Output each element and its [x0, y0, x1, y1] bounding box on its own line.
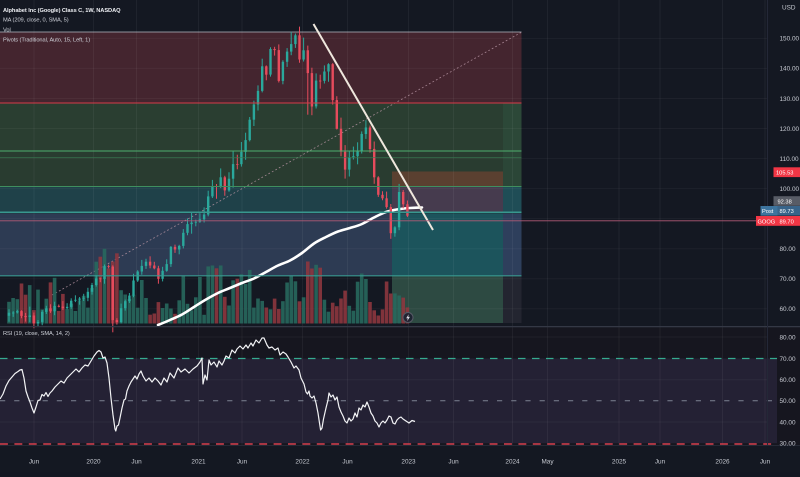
svg-text:50.00: 50.00 [780, 398, 796, 405]
svg-text:120.00: 120.00 [780, 126, 800, 133]
svg-text:2025: 2025 [612, 459, 627, 466]
svg-text:Jun: Jun [237, 459, 248, 466]
svg-text:105.53: 105.53 [776, 171, 793, 177]
svg-text:60.00: 60.00 [780, 306, 796, 313]
svg-text:Jun: Jun [448, 459, 459, 466]
svg-text:60.00: 60.00 [780, 377, 796, 384]
svg-text:150.00: 150.00 [780, 36, 800, 43]
svg-text:40.00: 40.00 [780, 419, 796, 426]
svg-text:2020: 2020 [86, 459, 101, 466]
svg-text:100.00: 100.00 [780, 186, 800, 193]
svg-text:Jun: Jun [131, 459, 142, 466]
svg-text:GOOG: GOOG [758, 219, 776, 225]
svg-text:140.00: 140.00 [780, 66, 800, 73]
svg-text:2026: 2026 [715, 459, 730, 466]
svg-text:Jun: Jun [29, 459, 40, 466]
svg-text:80.00: 80.00 [780, 246, 796, 253]
svg-text:Post: Post [762, 209, 774, 215]
svg-text:70.00: 70.00 [780, 276, 796, 283]
svg-text:89.70: 89.70 [780, 219, 794, 225]
svg-text:MA (209, close, 0, SMA, 5): MA (209, close, 0, SMA, 5) [3, 18, 69, 24]
svg-text:2023: 2023 [401, 459, 416, 466]
svg-text:2021: 2021 [191, 459, 206, 466]
svg-text:Jun: Jun [655, 459, 666, 466]
svg-text:92.38: 92.38 [778, 199, 792, 205]
svg-text:30.00: 30.00 [780, 441, 796, 448]
svg-text:RSI (19, close, SMA, 14, 2): RSI (19, close, SMA, 14, 2) [3, 331, 70, 337]
svg-text:Jun: Jun [342, 459, 353, 466]
svg-text:Pivots (Traditional, Auto, 15,: Pivots (Traditional, Auto, 15, Left, 1) [3, 37, 90, 43]
svg-text:2024: 2024 [505, 459, 520, 466]
svg-text:2022: 2022 [295, 459, 310, 466]
svg-text:Jun: Jun [760, 459, 771, 466]
svg-text:89.73: 89.73 [780, 209, 794, 215]
svg-text:May: May [541, 459, 554, 466]
svg-text:110.00: 110.00 [780, 156, 800, 163]
svg-text:Vol: Vol [3, 27, 11, 33]
svg-text:80.00: 80.00 [780, 334, 796, 341]
svg-text:USD: USD [782, 5, 796, 12]
svg-text:130.00: 130.00 [780, 96, 800, 103]
svg-text:Alphabet Inc (Google) Class C,: Alphabet Inc (Google) Class C, 1W, NASDA… [3, 8, 121, 14]
svg-text:70.00: 70.00 [780, 356, 796, 363]
